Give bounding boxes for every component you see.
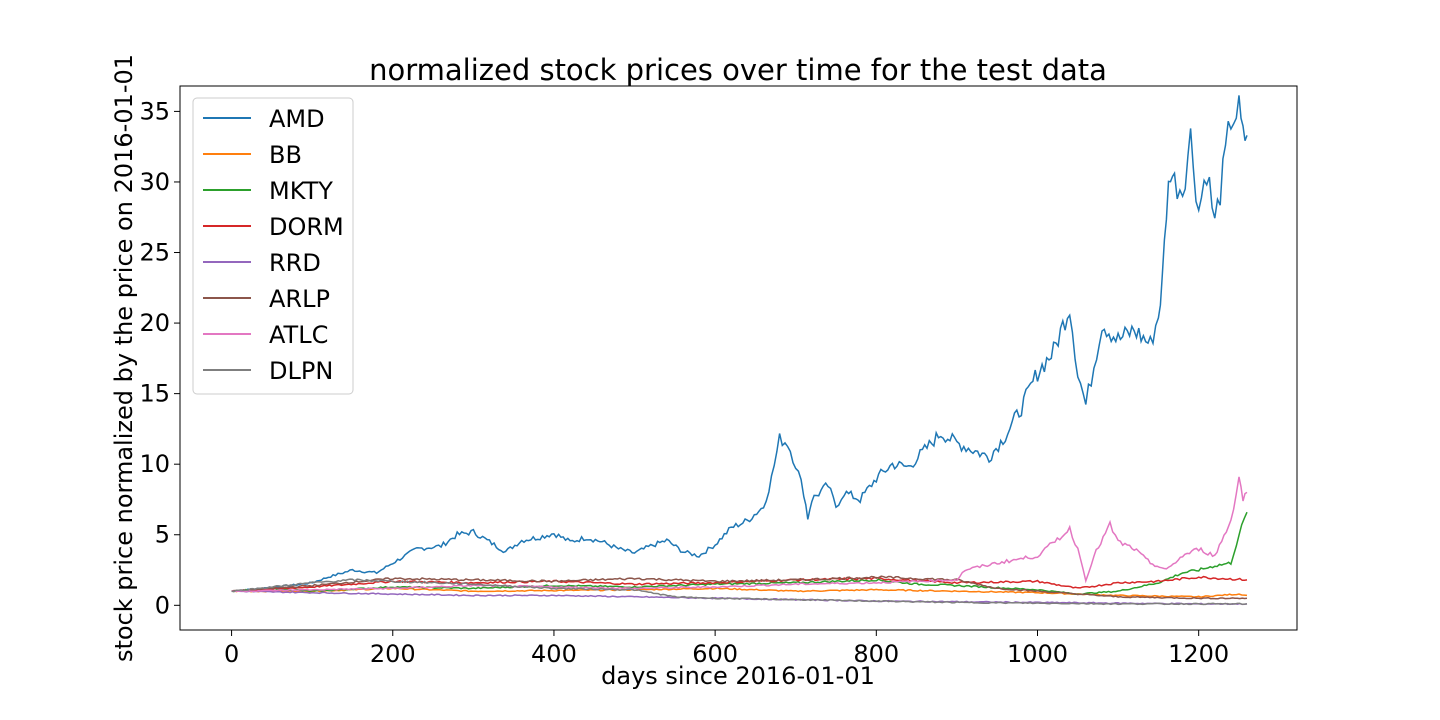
chart-title: normalized stock prices over time for th… <box>369 53 1107 87</box>
series-line-dlpn <box>231 578 1248 606</box>
x-axis-label: days since 2016-01-01 <box>601 662 875 690</box>
y-tick-label: 10 <box>139 450 170 478</box>
legend-label: DLPN <box>269 357 333 385</box>
legend-label: MKTY <box>269 177 333 205</box>
y-tick-label: 0 <box>155 591 170 619</box>
y-axis: 0 5 10 15 20 25 30 35 <box>139 97 180 619</box>
x-tick-label: 200 <box>370 640 416 668</box>
x-tick-label: 0 <box>224 640 239 668</box>
series-line-atlc <box>231 476 1248 593</box>
legend-label: ARLP <box>269 285 330 313</box>
y-tick-label: 35 <box>139 97 170 125</box>
legend: AMD BB MKTY DORM RRD ARLP ATLC DLPN <box>192 97 354 395</box>
y-tick-label: 20 <box>139 309 170 337</box>
legend-label: ATLC <box>269 321 328 349</box>
legend-label: AMD <box>269 105 325 133</box>
plot-frame <box>179 85 1298 631</box>
x-tick-label: 1000 <box>1007 640 1068 668</box>
x-tick-label: 1200 <box>1168 640 1229 668</box>
legend-frame <box>192 97 354 395</box>
x-tick-label: 600 <box>692 640 738 668</box>
y-tick-label: 30 <box>139 168 170 196</box>
x-tick-label: 800 <box>853 640 899 668</box>
y-axis-label: stock price normalized by the price on 2… <box>110 54 138 662</box>
x-tick-label: 400 <box>531 640 577 668</box>
legend-label: BB <box>269 141 302 169</box>
y-tick-label: 25 <box>139 239 170 267</box>
y-tick-label: 15 <box>139 380 170 408</box>
series-line-arlp <box>231 575 1248 600</box>
series-line-amd <box>231 95 1248 592</box>
plot-area <box>231 95 1248 606</box>
legend-label: RRD <box>269 249 321 277</box>
legend-label: DORM <box>269 213 344 241</box>
x-axis: 0 200 400 600 800 1000 1200 <box>224 630 1229 668</box>
y-tick-label: 5 <box>155 521 170 549</box>
